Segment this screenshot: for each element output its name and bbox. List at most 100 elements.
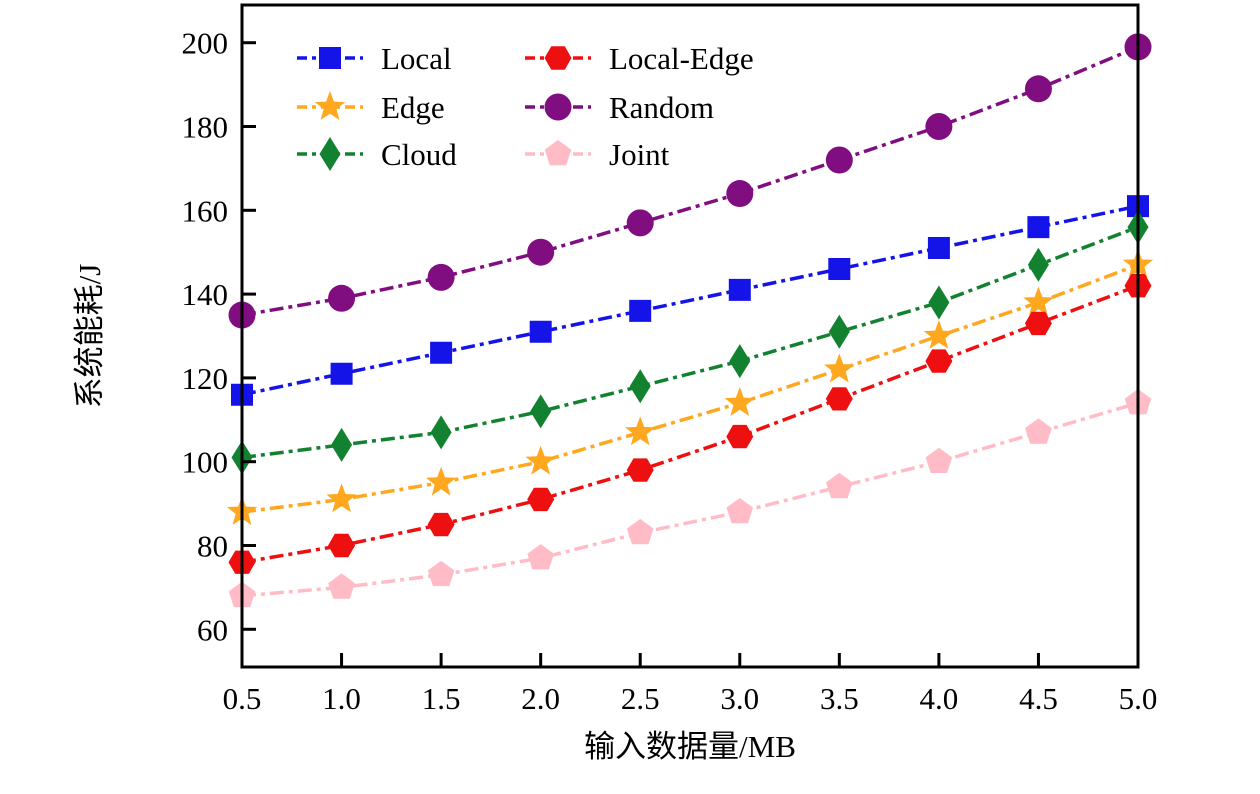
- series-joint: [228, 389, 1152, 608]
- x-axis-tick-label: 4.5: [1019, 681, 1058, 716]
- legend-star-icon: [314, 91, 346, 120]
- series-edge: [226, 248, 1154, 525]
- series-cloud-marker: [729, 344, 751, 379]
- series-random: [228, 33, 1152, 329]
- x-axis-tick-label: 2.5: [621, 681, 660, 716]
- x-axis-tick-label: 0.5: [223, 681, 262, 716]
- x-axis-tick-label: 1.5: [422, 681, 461, 716]
- series-cloud-marker: [430, 415, 452, 450]
- series-local-marker: [1027, 216, 1050, 239]
- series-random-marker: [626, 209, 654, 237]
- series-local-edge-marker: [328, 533, 356, 558]
- series-joint-marker: [328, 573, 355, 599]
- series-cloud-marker: [530, 394, 552, 429]
- series-joint-marker: [1025, 418, 1052, 444]
- series-local-edge-line: [241, 284, 1139, 565]
- series-cloud-marker: [629, 369, 651, 404]
- series-random-marker: [726, 180, 754, 208]
- series-cloud-marker: [331, 427, 353, 462]
- legend-label: Joint: [609, 137, 670, 172]
- series-edge-marker: [724, 387, 755, 416]
- series-local-edge-marker: [626, 458, 654, 482]
- series-local-marker: [728, 278, 751, 301]
- x-axis-tick-label: 3.5: [820, 681, 859, 716]
- legend: Local Edge Cloud Local-Edge Random Joint: [297, 41, 754, 172]
- legend-label: Local: [381, 41, 452, 76]
- y-axis-tick-label: 120: [182, 361, 229, 396]
- plot-frame: [240, 3, 1140, 669]
- series-random-marker: [328, 284, 356, 312]
- legend-label: Local-Edge: [609, 41, 754, 76]
- series-joint-marker: [527, 544, 554, 570]
- series-random-marker: [1024, 75, 1052, 103]
- legend-label: Random: [609, 90, 714, 125]
- series-edge-marker: [525, 445, 556, 475]
- series-local-edge-marker: [726, 424, 754, 449]
- series-local-edge-marker: [1024, 311, 1052, 336]
- series-edge-marker: [326, 483, 357, 513]
- axes-layer: 60 80 100 120 140 160 180 200 0.5 1.0 1.5 2.0 2.5 3.0…: [182, 26, 1158, 716]
- series-edge-marker: [824, 353, 855, 383]
- y-axis-tick-label: 140: [182, 277, 229, 312]
- series-random-marker: [527, 238, 555, 266]
- y-axis-tick-label: 200: [182, 26, 229, 61]
- legend-square-icon: [319, 47, 341, 69]
- y-axis-tick-label: 80: [197, 528, 228, 563]
- series-local-edge-marker: [825, 387, 853, 411]
- legend-circle-icon: [544, 93, 572, 121]
- series-joint-marker: [826, 472, 853, 499]
- series-local-edge-marker: [925, 349, 953, 373]
- series-edge-marker: [625, 416, 656, 446]
- series-local-marker: [828, 258, 851, 280]
- legend-entry-edge: Edge: [297, 90, 445, 125]
- series-edge-marker: [923, 320, 955, 349]
- y-axis-tick-label: 60: [197, 612, 228, 647]
- x-axis-tick-label: 3.0: [720, 681, 759, 716]
- series-cloud-line: [241, 225, 1139, 460]
- series-local: [231, 195, 1149, 406]
- series-joint-marker: [925, 447, 953, 473]
- series-random-marker: [925, 113, 953, 141]
- series-cloud: [231, 210, 1149, 475]
- y-axis-label: 系统能耗/J: [72, 264, 107, 409]
- legend-entry-random: Random: [525, 90, 714, 125]
- legend-entry-local-edge: Local-Edge: [525, 41, 754, 76]
- legend-diamond-icon: [319, 137, 341, 171]
- series-local-edge: [228, 274, 1152, 574]
- legend-label: Cloud: [381, 137, 457, 172]
- series-edge-marker: [1023, 286, 1054, 316]
- series-joint-line: [241, 401, 1139, 598]
- series-edge-marker: [425, 466, 457, 496]
- series-random-marker: [427, 263, 455, 291]
- y-axis-tick-label: 160: [182, 193, 229, 228]
- legend-hexagon-icon: [544, 46, 572, 70]
- series-joint-marker: [427, 560, 455, 587]
- x-axis-label: 输入数据量/MB: [584, 729, 796, 764]
- series-local-line: [241, 204, 1139, 397]
- series-random-marker: [825, 146, 853, 174]
- series-cloud-marker: [828, 314, 850, 349]
- legend-pentagon-icon: [544, 140, 572, 166]
- legend-entry-cloud: Cloud: [297, 137, 457, 172]
- series-local-marker: [927, 237, 950, 259]
- series-edge-line: [241, 263, 1139, 514]
- x-axis-tick-label: 4.0: [920, 681, 959, 716]
- series-joint-marker: [626, 518, 654, 545]
- x-axis-tick-label: 1.0: [322, 681, 361, 716]
- series-cloud-marker: [928, 285, 950, 320]
- series-local-edge-marker: [527, 487, 555, 512]
- series-local-marker: [629, 299, 652, 322]
- x-axis-tick-label: 2.0: [521, 681, 560, 716]
- series-local-edge-marker: [427, 512, 455, 537]
- legend-label: Edge: [381, 90, 445, 125]
- y-axis-tick-label: 180: [182, 110, 229, 145]
- legend-entry-joint: Joint: [525, 137, 670, 172]
- legend-entry-local: Local: [297, 41, 452, 76]
- series-cloud-marker: [1027, 247, 1049, 282]
- x-axis-tick-label: 5.0: [1119, 681, 1158, 716]
- series-local-marker: [330, 362, 353, 385]
- y-axis-tick-label: 100: [182, 445, 229, 480]
- series-random-line: [241, 45, 1139, 317]
